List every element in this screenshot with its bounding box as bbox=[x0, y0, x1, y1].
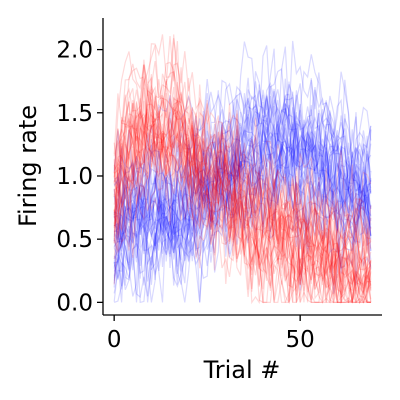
series-1-trace bbox=[113, 93, 372, 293]
series-1-trace bbox=[113, 34, 372, 280]
series-1-trace bbox=[113, 127, 371, 305]
series-0-trace bbox=[113, 126, 372, 287]
series-0-trace bbox=[113, 127, 372, 270]
series-1-trace bbox=[113, 119, 372, 305]
series-0-trace bbox=[113, 127, 372, 291]
series-0-trace bbox=[113, 122, 372, 273]
y-axis-label: Firing rate bbox=[14, 105, 42, 227]
series-0-trace bbox=[113, 118, 372, 253]
series-1-trace bbox=[113, 123, 372, 304]
series-0-trace bbox=[113, 78, 372, 254]
series-1-trace bbox=[113, 133, 372, 304]
series-0-trace bbox=[113, 90, 372, 268]
series-0-trace bbox=[113, 96, 372, 249]
series-1-trace bbox=[113, 95, 372, 281]
series-1-trace bbox=[113, 45, 372, 269]
series-1-trace bbox=[113, 98, 372, 304]
x-axis-label: Trial # bbox=[203, 356, 281, 384]
series-1-trace bbox=[113, 79, 372, 283]
series-1-trace bbox=[113, 64, 372, 295]
series-0-trace bbox=[113, 90, 372, 286]
series-0-trace bbox=[114, 107, 372, 303]
y-tick-label: 0.0 bbox=[56, 290, 93, 316]
series-0-trace bbox=[113, 99, 372, 275]
y-tick-label: 2.0 bbox=[56, 38, 93, 64]
series-1-trace bbox=[113, 102, 372, 305]
series-group-1 bbox=[113, 34, 372, 305]
series-0-trace bbox=[113, 95, 372, 249]
series-1-trace bbox=[113, 63, 372, 303]
series-0-trace bbox=[113, 85, 372, 240]
series-0-trace bbox=[114, 102, 372, 286]
series-0-trace bbox=[113, 81, 372, 244]
trace-layer bbox=[113, 34, 372, 305]
series-0-trace bbox=[113, 119, 372, 286]
series-0-trace bbox=[113, 109, 372, 266]
series-1-trace bbox=[113, 115, 372, 303]
series-1-trace bbox=[113, 97, 371, 305]
series-0-trace bbox=[113, 71, 372, 243]
series-1-trace bbox=[113, 129, 372, 303]
series-1-trace bbox=[113, 82, 371, 304]
series-0-trace bbox=[113, 109, 372, 265]
series-0-trace bbox=[113, 114, 372, 277]
series-0-trace bbox=[113, 129, 372, 303]
series-1-trace bbox=[113, 93, 372, 286]
series-1-trace bbox=[113, 91, 372, 304]
series-0-trace bbox=[113, 90, 372, 247]
series-0-trace bbox=[113, 98, 372, 304]
series-0-trace bbox=[113, 67, 372, 237]
tick-layer: 0 50 0.0 0.5 1.0 1.5 2.0 bbox=[56, 38, 314, 353]
series-1-trace bbox=[113, 89, 372, 303]
y-tick-label: 0.5 bbox=[56, 227, 93, 253]
series-1-trace bbox=[113, 34, 372, 285]
series-0-trace bbox=[113, 84, 372, 279]
series-1-trace bbox=[113, 121, 371, 304]
series-1-trace bbox=[113, 86, 372, 286]
series-1-trace bbox=[113, 98, 372, 303]
series-0-trace bbox=[113, 143, 372, 303]
series-1-trace bbox=[113, 117, 372, 303]
series-group-0 bbox=[113, 40, 372, 304]
x-tick-label: 50 bbox=[286, 327, 315, 353]
y-tick-label: 1.5 bbox=[56, 101, 93, 127]
series-0-trace bbox=[113, 107, 372, 263]
series-0-trace bbox=[113, 40, 372, 215]
series-1-trace bbox=[113, 126, 372, 305]
series-0-trace bbox=[113, 113, 372, 302]
series-1-trace bbox=[113, 99, 372, 286]
series-1-trace bbox=[113, 96, 372, 303]
series-1-trace bbox=[113, 107, 371, 303]
series-1-trace bbox=[113, 36, 372, 293]
series-1-trace bbox=[113, 78, 372, 303]
series-0-trace bbox=[113, 151, 372, 297]
series-1-trace bbox=[113, 61, 371, 276]
y-tick-label: 1.0 bbox=[56, 164, 93, 190]
series-1-trace bbox=[113, 71, 372, 303]
series-1-trace bbox=[113, 87, 372, 303]
series-1-trace bbox=[113, 84, 372, 274]
series-0-trace bbox=[113, 159, 372, 303]
series-1-trace bbox=[113, 90, 372, 305]
series-0-trace bbox=[113, 77, 372, 233]
series-0-trace bbox=[113, 134, 372, 303]
series-1-trace bbox=[113, 78, 372, 295]
series-0-trace bbox=[113, 91, 372, 268]
series-0-trace bbox=[113, 116, 372, 303]
series-0-trace bbox=[113, 104, 372, 272]
series-0-trace bbox=[113, 48, 372, 232]
series-1-trace bbox=[113, 111, 371, 303]
series-0-trace bbox=[113, 101, 372, 250]
series-1-trace bbox=[113, 74, 372, 303]
series-0-trace bbox=[113, 100, 372, 288]
series-0-trace bbox=[113, 54, 372, 223]
series-1-trace bbox=[113, 67, 372, 303]
x-tick-label: 0 bbox=[107, 327, 122, 353]
